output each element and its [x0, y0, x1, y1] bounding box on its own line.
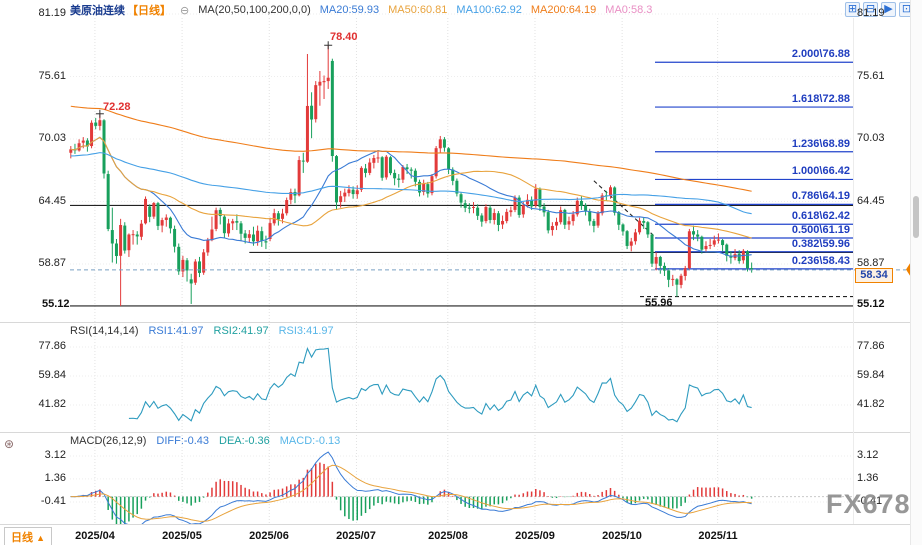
panel-separator: [0, 524, 922, 525]
support-label-left: 55.12: [42, 298, 70, 310]
macd-value: MACD:-0.13: [279, 435, 341, 447]
settings-icon[interactable]: ⊛: [4, 437, 15, 451]
ma50-value: MA50:60.81: [388, 4, 448, 16]
macd-axis-label: -0.41: [857, 495, 883, 507]
trend-line: [593, 180, 657, 239]
timeframe-tab-daily[interactable]: 日线 ▲: [4, 527, 52, 545]
annotation-high-price[interactable]: 78.40: [330, 31, 358, 43]
y-axis-label: 75.61: [857, 70, 885, 82]
macd-axis-label: -0.41: [40, 495, 66, 507]
panel-separator: [0, 432, 922, 433]
annotation-oct-low[interactable]: 55.96: [645, 297, 673, 309]
last-price-tag: 58.34: [855, 268, 893, 283]
support-label-right: 55.12: [857, 298, 885, 310]
symbol-title: 美原油连续: [70, 5, 125, 17]
fib-label[interactable]: 1.618\72.88: [791, 93, 850, 105]
ma100-line: [70, 152, 752, 215]
fib-label[interactable]: 1.000\66.42: [791, 165, 850, 177]
y-axis-label: 64.45: [857, 195, 885, 207]
annotation-april-high[interactable]: 72.28: [103, 101, 131, 113]
panel-separator: [0, 322, 922, 323]
y-axis-label: 70.03: [38, 132, 66, 144]
rsi-line: [128, 346, 752, 423]
rsi-axis-label: 59.84: [857, 369, 885, 381]
ma-settings-label: MA(20,50,100,200,0,0): [198, 4, 311, 16]
x-axis-label: 2025/06: [249, 530, 289, 542]
y-axis-label: 75.61: [38, 70, 66, 82]
x-axis-label: 2025/04: [75, 530, 115, 542]
macd-axis-label: 1.36: [857, 472, 879, 484]
y-axis-label: 64.45: [38, 195, 66, 207]
watermark: FX678: [826, 489, 911, 519]
macd-axis-label: 1.36: [44, 472, 66, 484]
ma200-line: [70, 105, 752, 192]
x-axis-label: 2025/07: [336, 530, 376, 542]
rsi-axis-label: 41.82: [857, 398, 885, 410]
y-axis-label: 81.19: [38, 7, 66, 19]
ma100-value: MA100:62.92: [456, 4, 522, 16]
macd-title: MACD(26,12,9): [70, 435, 147, 447]
timeframe-label: 日线: [11, 532, 33, 544]
rsi-axis-label: 59.84: [38, 369, 66, 381]
rsi-panel-layer: [128, 346, 752, 423]
macd-panel-layer: [70, 451, 853, 524]
rsi-axis-label: 41.82: [38, 398, 66, 410]
rsi-title: RSI(14,14,14): [70, 325, 139, 337]
zoom-out-icon[interactable]: ⊟: [863, 2, 878, 17]
macd-header: MACD(26,12,9) DIFF:-0.43 DEA:-0.36 MACD:…: [70, 435, 340, 447]
fib-label[interactable]: 0.382\59.96: [791, 238, 850, 250]
ma50-line: [70, 136, 752, 239]
scrollbar-track[interactable]: [910, 0, 922, 545]
triangle-up-icon: ▲: [36, 533, 45, 543]
rsi2-value: RSI2:41.97: [213, 325, 269, 337]
x-axis-label: 2025/10: [602, 530, 642, 542]
rsi3-value: RSI3:41.97: [278, 325, 334, 337]
zoom-in-icon[interactable]: ⊞: [845, 2, 860, 17]
indicator-settings-icon[interactable]: ⊖: [180, 4, 190, 17]
rsi1-value: RSI1:41.97: [148, 325, 204, 337]
price-panel-layer: [69, 45, 853, 307]
chart-header: 美原油连续 【日线】 ⊖ MA(20,50,100,200,0,0) MA20:…: [70, 2, 652, 18]
fib-label[interactable]: 0.786\64.19: [791, 190, 850, 202]
dea-value: DEA:-0.36: [219, 435, 270, 447]
period-label[interactable]: 【日线】: [127, 5, 171, 17]
fib-label[interactable]: 0.500\61.19: [791, 224, 850, 236]
fib-label[interactable]: 0.618\62.42: [791, 210, 850, 222]
gridlines: [70, 13, 853, 523]
diff-line: [70, 451, 752, 524]
ma20-line: [70, 136, 752, 257]
y-axis-label: 58.87: [38, 257, 66, 269]
x-axis-label: 2025/09: [515, 530, 555, 542]
axis-boundary-line: [853, 18, 854, 524]
play-icon[interactable]: ▶: [881, 2, 896, 17]
rsi-header: RSI(14,14,14) RSI1:41.97 RSI2:41.97 RSI3…: [70, 325, 334, 337]
toolbar: ⊞ ⊟ ▶ ⊡: [845, 2, 914, 17]
rsi-axis-label: 77.86: [857, 340, 885, 352]
x-axis-label: 2025/11: [698, 530, 738, 542]
ma20-value: MA20:59.93: [319, 4, 380, 16]
scrollbar-thumb[interactable]: [913, 196, 919, 238]
macd-axis-label: 3.12: [857, 449, 879, 461]
y-axis-label: 70.03: [857, 132, 885, 144]
x-axis-label: 2025/08: [428, 530, 468, 542]
x-axis-label: 2025/05: [162, 530, 202, 542]
ma200-value: MA200:64.19: [530, 4, 597, 16]
rsi-axis-label: 77.86: [38, 340, 66, 352]
fib-label[interactable]: 1.236\68.89: [791, 138, 850, 150]
diff-value: DIFF:-0.43: [156, 435, 209, 447]
fib-label[interactable]: 0.236\58.43: [791, 255, 850, 267]
macd-axis-label: 3.12: [44, 449, 66, 461]
y-axis-label: 81.19: [857, 7, 885, 19]
fib-label[interactable]: 2.000\76.88: [791, 48, 850, 60]
y-axis-label: 58.87: [857, 257, 885, 269]
ma0-value: MA0:58.3: [605, 4, 653, 16]
dea-line: [70, 464, 752, 522]
